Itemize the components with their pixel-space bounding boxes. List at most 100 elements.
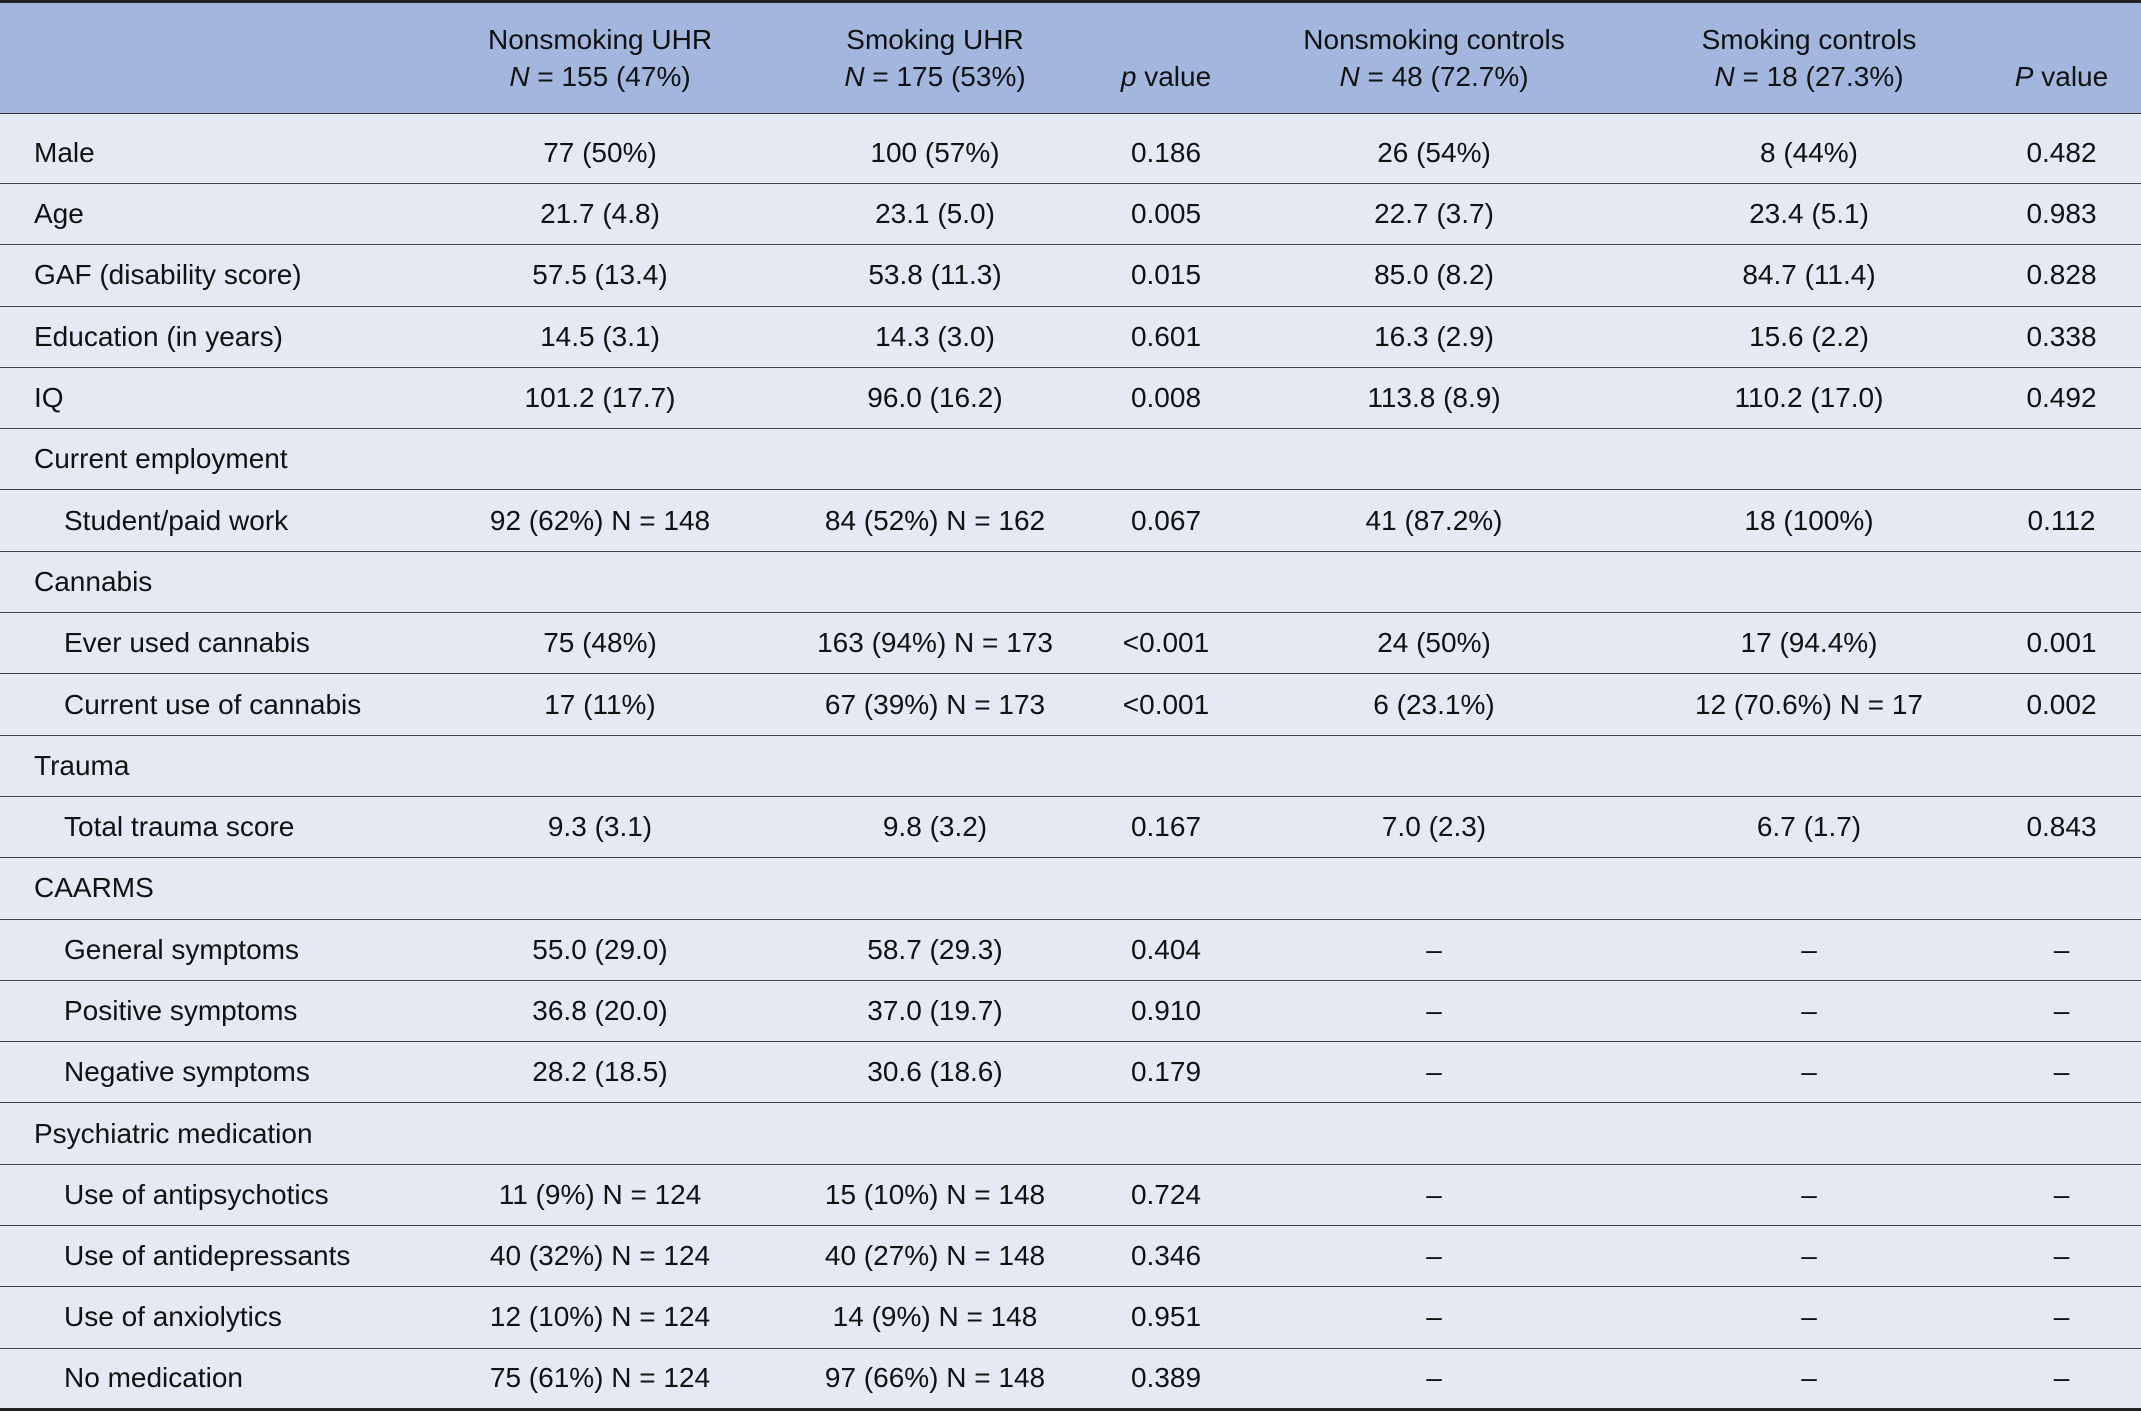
column-n: N = 175 (53%) — [844, 61, 1026, 92]
cell: 23.4 (5.1) — [1749, 198, 1869, 230]
row-label: General symptoms — [64, 933, 299, 965]
column-n: N = 155 (47%) — [509, 61, 691, 92]
column-header: P value — [1982, 2, 2141, 114]
cell: 15.6 (2.2) — [1749, 320, 1869, 352]
row-label: CAARMS — [34, 872, 154, 904]
empty-cell — [430, 858, 770, 919]
cell: 16.3 (2.9) — [1374, 320, 1494, 352]
cell: – — [2053, 1362, 2070, 1394]
row: Cannabis — [0, 551, 2141, 613]
cell: 14.5 (3.1) — [540, 320, 660, 352]
empty-cell — [1232, 858, 1636, 919]
empty-cell — [770, 735, 1100, 796]
empty-cell — [1100, 1103, 1232, 1164]
cell: 21.7 (4.8) — [540, 198, 660, 230]
cell: 23.1 (5.0) — [875, 198, 995, 230]
cell: – — [2053, 1178, 2070, 1210]
column-header: Nonsmoking controls N = 48 (72.7%) — [1232, 2, 1636, 114]
cell: 67 (39%) N = 173 — [824, 688, 1046, 720]
cell: 7.0 (2.3) — [1381, 811, 1487, 843]
empty-cell — [1636, 858, 1982, 919]
cell: 18 (100%) — [1744, 504, 1874, 536]
empty-cell — [430, 551, 770, 612]
empty-cell — [1982, 551, 2141, 612]
empty-cell — [1982, 429, 2141, 490]
sub-row: Ever used cannabis 75 (48%) 163 (94%) N = … — [0, 613, 2141, 674]
cell: – — [1426, 1301, 1442, 1333]
row: Trauma — [0, 735, 2141, 797]
empty-cell — [430, 735, 770, 796]
empty-cell — [1636, 1103, 1982, 1164]
cell: 0.067 — [1130, 504, 1202, 536]
empty-cell — [430, 1103, 770, 1164]
sub-row: General symptoms 55.0 (29.0) 58.7 (29.3) 0.… — [0, 919, 2141, 981]
cell: 41 (87.2%) — [1365, 504, 1503, 536]
column-name: Nonsmoking controls — [1303, 24, 1565, 55]
cell: 26 (54%) — [1377, 136, 1491, 168]
cell: – — [1426, 1178, 1442, 1210]
cell: 0.724 — [1130, 1178, 1202, 1210]
cell: 0.951 — [1130, 1301, 1202, 1333]
cell: 15 (10%) N = 148 — [824, 1178, 1046, 1210]
row-label: Use of anxiolytics — [64, 1301, 282, 1333]
row-label: Total trauma score — [64, 811, 295, 843]
cell: 6 (23.1%) — [1373, 688, 1495, 720]
empty-cell — [770, 551, 1100, 612]
cell: 0.482 — [2026, 136, 2097, 168]
cell: 0.404 — [1130, 933, 1202, 965]
row-label: Cannabis — [34, 565, 153, 597]
row: CAARMS — [0, 858, 2141, 920]
cell: 9.8 (3.2) — [882, 811, 988, 843]
row-label: IQ — [34, 382, 64, 414]
cell: 0.910 — [1130, 995, 1202, 1026]
row-label: Positive symptoms — [64, 995, 298, 1026]
column-header: Smoking UHR N = 175 (53%) — [770, 2, 1100, 114]
cell: <0.001 — [1122, 688, 1210, 720]
column-n: N = 18 (27.3%) — [1714, 61, 1904, 92]
cell: 0.112 — [2027, 504, 2096, 536]
cell: – — [1801, 933, 1817, 965]
row: Age 21.7 (4.8) 23.1 (5.0) 0.005 22.7 (3.7) 23… — [0, 184, 2141, 245]
cell: – — [1426, 1056, 1442, 1088]
cell: – — [2053, 1301, 2070, 1333]
empty-cell — [1636, 429, 1982, 490]
cell: 0.002 — [2026, 688, 2097, 720]
column-header: Smoking controls N = 18 (27.3%) — [1636, 2, 1982, 114]
cell: 9.3 (3.1) — [547, 811, 653, 843]
sub-row: Positive symptoms 36.8 (20.0) 37.0 (19.7) 0… — [0, 980, 2141, 1042]
column-header: Nonsmoking UHR N = 155 (47%) — [430, 2, 770, 114]
cell: 0.008 — [1130, 382, 1202, 414]
cell: 163 (94%) N = 173 — [817, 627, 1053, 659]
cell: 97 (66%) N = 148 — [824, 1362, 1046, 1394]
cell: 75 (48%) — [543, 627, 657, 659]
cell: 96.0 (16.2) — [867, 382, 1003, 414]
row-label: Negative symptoms — [64, 1056, 310, 1088]
row-label: Use of antidepressants — [64, 1240, 351, 1272]
empty-cell — [1232, 429, 1636, 490]
cell: 77 (50%) — [543, 136, 657, 168]
cell: 22.7 (3.7) — [1374, 198, 1494, 230]
cell: 14 (9%) N = 148 — [832, 1301, 1038, 1333]
cell: 84 (52%) N = 162 — [824, 504, 1046, 536]
cell: 55.0 (29.0) — [532, 933, 668, 965]
sub-row: Use of anxiolytics 12 (10%) N = 124 14 (9%… — [0, 1287, 2141, 1349]
sub-row: Current use of cannabis 17 (11%) 67 (39%) … — [0, 674, 2141, 736]
cell: 0.828 — [2026, 259, 2097, 291]
column-header: p value — [1100, 2, 1232, 114]
empty-cell — [1232, 735, 1636, 796]
row-label: Psychiatric medication — [34, 1117, 313, 1149]
row-label: Student/paid work — [64, 504, 289, 536]
row-label: Age — [34, 198, 84, 230]
row-label: GAF (disability score) — [34, 259, 302, 291]
cell: 14.3 (3.0) — [875, 320, 995, 352]
header-row: Nonsmoking UHR N = 155 (47%) Smoking UHR N … — [0, 1, 2141, 114]
row-label: Use of antipsychotics — [64, 1178, 329, 1210]
cell: – — [1801, 1301, 1817, 1333]
row-label: Male — [34, 136, 95, 168]
row: Psychiatric medication — [0, 1103, 2141, 1165]
cell: 0.843 — [2026, 811, 2097, 843]
cell: 0.492 — [2026, 382, 2097, 414]
cell: – — [1426, 1362, 1442, 1394]
row-label: Current use of cannabis — [64, 688, 362, 720]
cell: 75 (61%) N = 124 — [489, 1362, 711, 1394]
